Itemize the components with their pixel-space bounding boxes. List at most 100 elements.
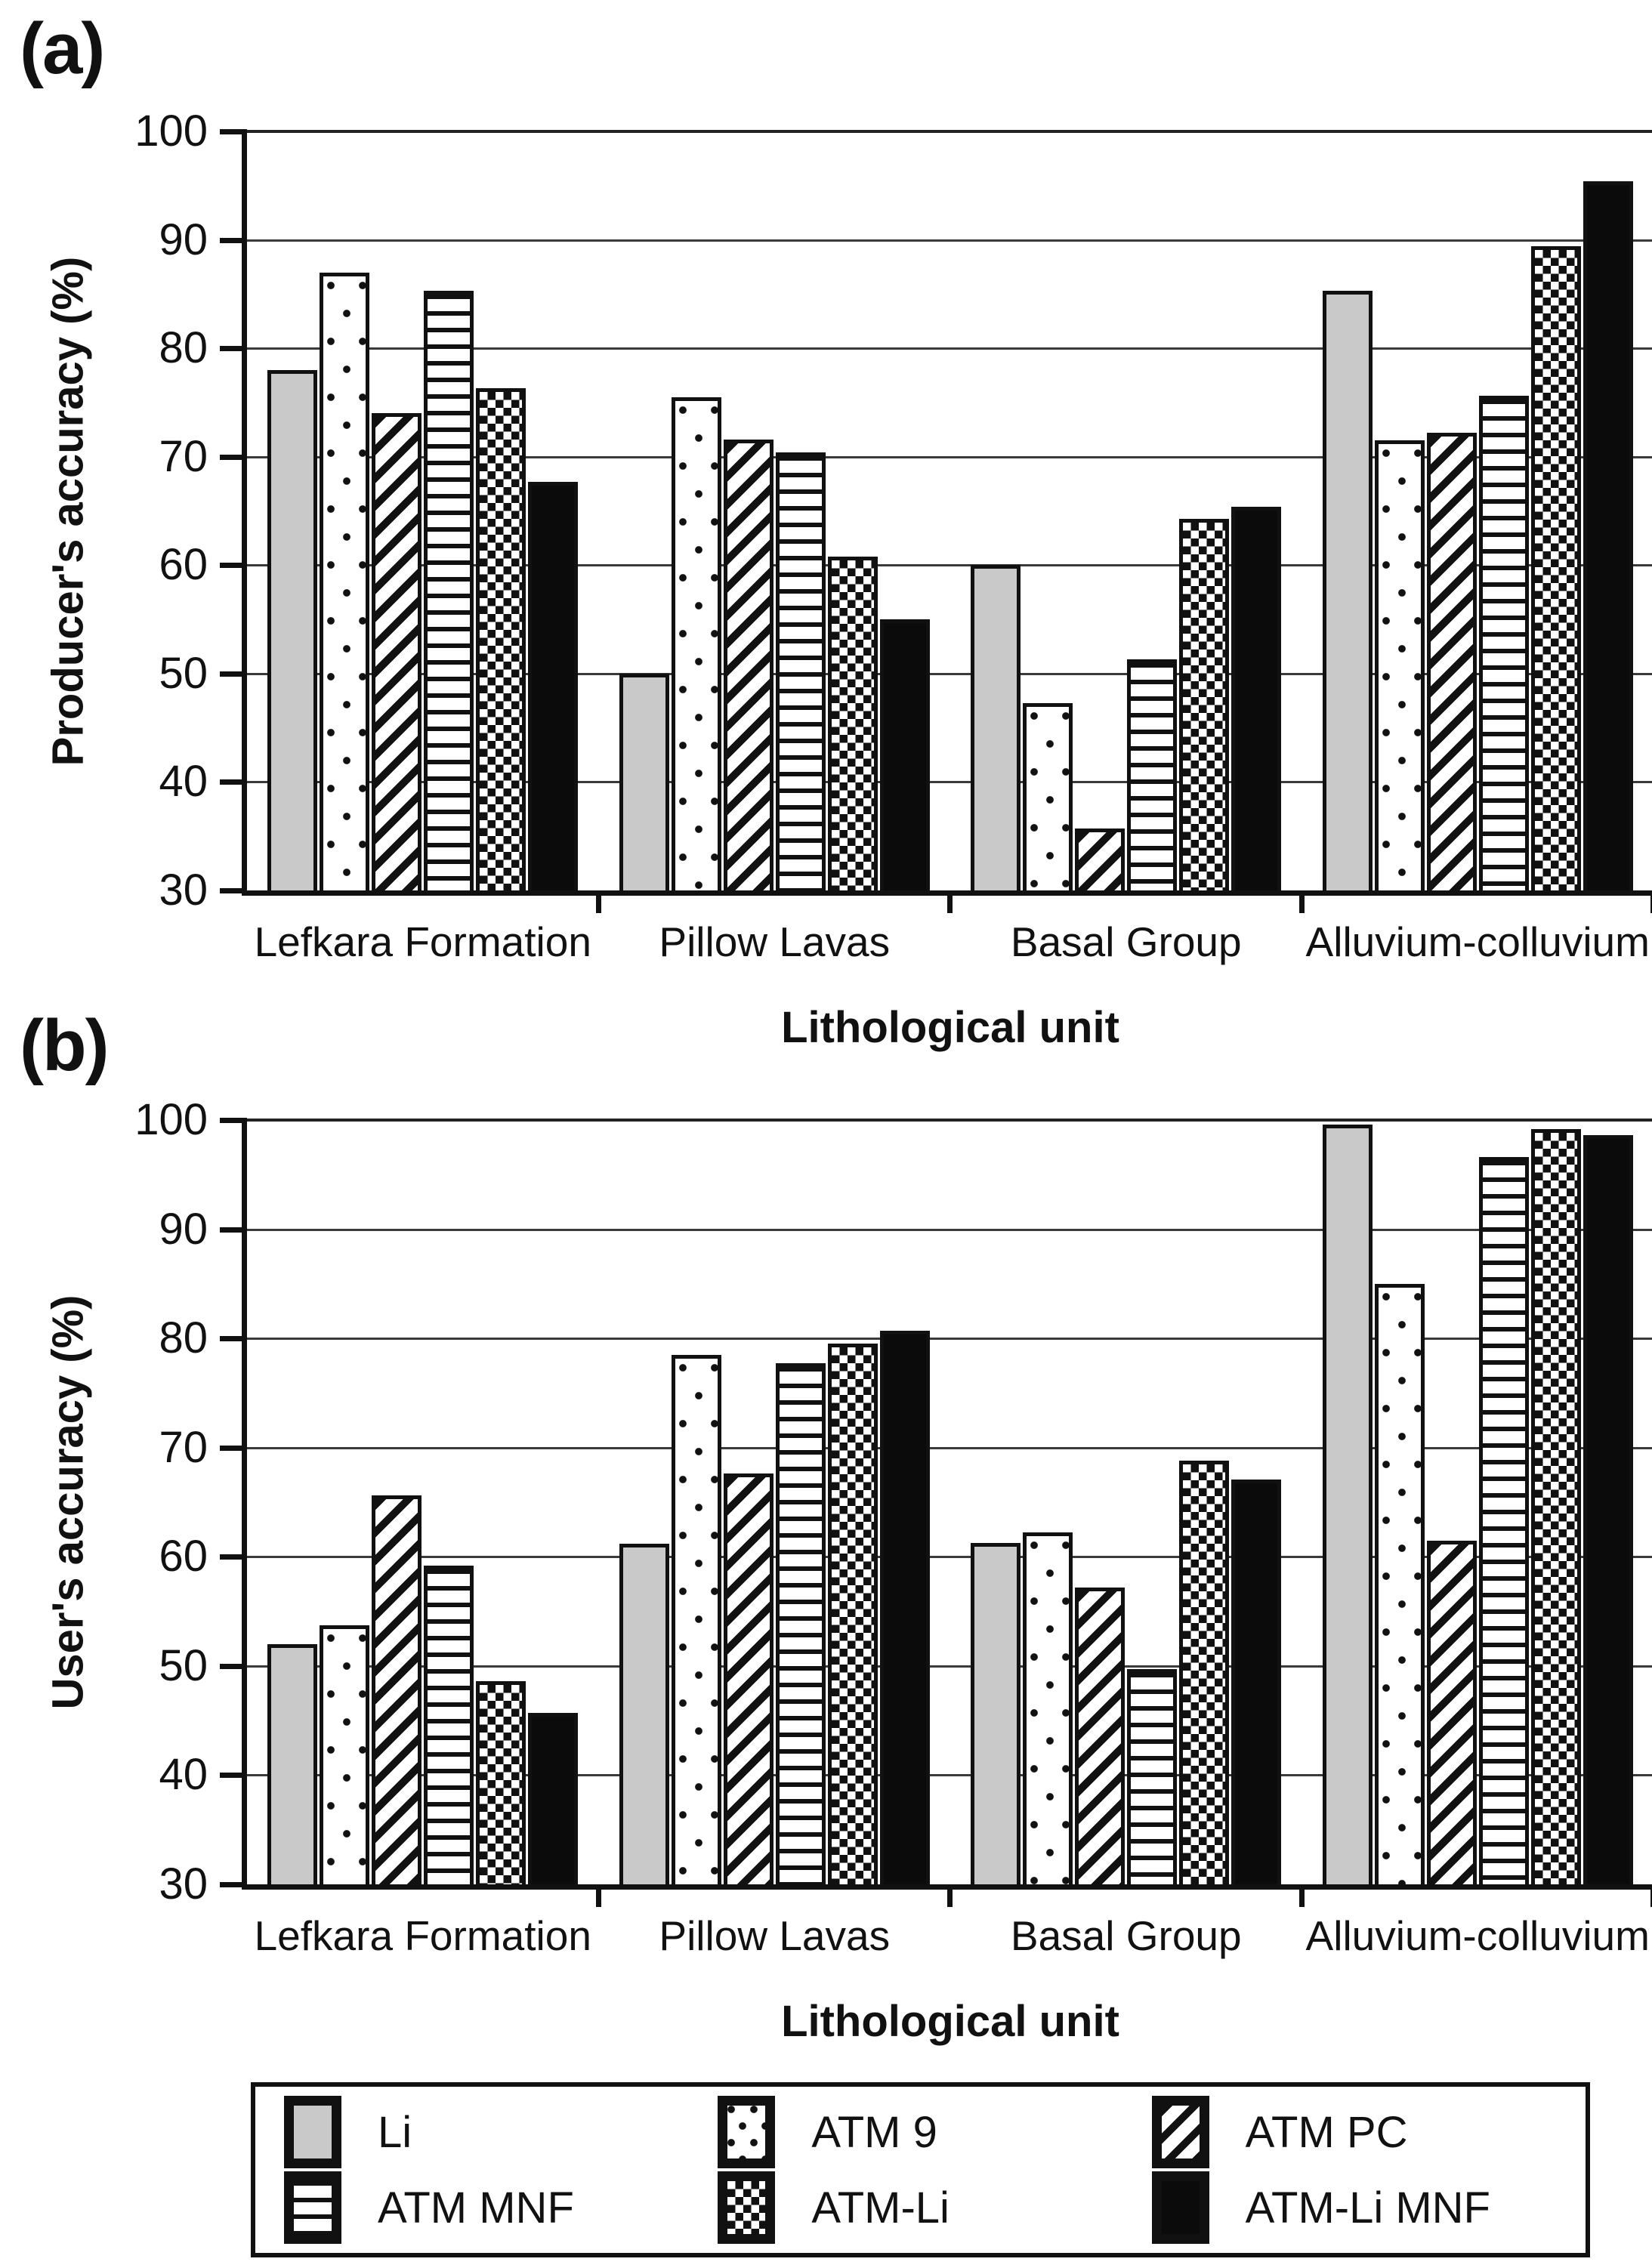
bar-atm-li-pillow-lavas [827,1344,878,1884]
legend-item-atmlimnf: ATM-Li MNF [1151,2171,1586,2244]
y-tick-label-80: 80 [159,323,208,373]
bar-atm-li-mnf-pillow-lavas [879,1331,930,1884]
gridline-100 [247,130,1652,133]
legend-item-atmmnf: ATM MNF [284,2171,718,2244]
x-axis-tick-1 [595,890,601,913]
bar-li-basal-group [971,565,1021,890]
bar-atm-pc-alluvium-colluvium [1426,433,1477,890]
bar-atm-9-basal-group [1023,702,1073,890]
gridline-40 [247,1774,1652,1777]
atm-li-mnf-swatch-icon [1151,2171,1209,2244]
x-axis-tick-3 [1298,1884,1305,1907]
bar-li-basal-group [971,1542,1021,1884]
y-tick-label-40: 40 [159,757,208,807]
bar-li-pillow-lavas [619,673,669,890]
x-tick-label-lefkara-formation: Lefkara Formation [254,1912,591,1959]
bar-atm-li-pillow-lavas [827,556,878,890]
y-tick-label-50: 50 [159,1640,208,1690]
atm-mnf-swatch-icon [284,2171,341,2244]
y-axis-tick-30 [220,888,247,893]
legend-label-li: Li [378,2107,412,2157]
legend-label-atmli: ATM-Li [811,2183,950,2233]
atm-pc-swatch-icon [1151,2096,1209,2168]
gridline-90 [247,239,1652,242]
legend-label-atmmnf: ATM MNF [378,2183,574,2233]
y-axis-tick-100 [220,1118,247,1123]
bar-atm-9-pillow-lavas [671,1354,721,1884]
bar-atm-mnf-basal-group [1127,1669,1178,1884]
bar-group-basal-group [950,131,1302,890]
bar-atm-li-mnf-alluvium-colluvium [1583,181,1633,890]
bar-atm-pc-pillow-lavas [723,439,774,890]
bar-atm-li-alluvium-colluvium [1530,1128,1581,1884]
y-axis-tick-100 [220,129,247,134]
bar-li-alluvium-colluvium [1322,1124,1373,1884]
bar-atm-9-alluvium-colluvium [1374,440,1425,890]
bar-atm-li-mnf-alluvium-colluvium [1583,1135,1633,1884]
x-tick-label-pillow-lavas: Pillow Lavas [659,1912,891,1959]
bar-atm-li-mnf-lefkara-formation [528,481,579,890]
bar-atm-li-alluvium-colluvium [1530,246,1581,890]
y-axis-tick-60 [220,563,247,569]
x-tick-label-alluvium-colluvium: Alluvium-colluvium [1305,1912,1650,1959]
bar-group-lefkara-formation [247,131,599,890]
bar-atm-mnf-pillow-lavas [775,452,826,890]
y-tick-label-80: 80 [159,1313,208,1363]
legend-label-atm9: ATM 9 [811,2107,937,2157]
panel-b-y-axis-title: User's accuracy (%) [43,1294,93,1710]
bar-atm-mnf-lefkara-formation [424,291,474,890]
bar-atm-9-alluvium-colluvium [1374,1283,1425,1884]
bar-group-alluvium-colluvium [1302,131,1652,890]
panel-b-label: (b) [20,1005,110,1086]
gridline-70 [247,455,1652,458]
bar-atm-9-lefkara-formation [320,1625,370,1884]
y-axis-tick-50 [220,671,247,677]
bar-group-pillow-lavas [599,131,951,890]
bar-atm-li-mnf-basal-group [1231,506,1282,890]
bar-atm-pc-basal-group [1075,829,1126,890]
bar-atm-mnf-alluvium-colluvium [1478,1157,1529,1884]
bar-atm-9-pillow-lavas [671,397,721,890]
legend-item-atm9: ATM 9 [718,2096,1151,2168]
bar-li-lefkara-formation [267,1643,318,1884]
x-tick-label-pillow-lavas: Pillow Lavas [659,918,891,965]
bar-atm-pc-pillow-lavas [723,1473,774,1884]
bar-atm-pc-basal-group [1075,1587,1126,1884]
gridline-90 [247,1228,1652,1231]
gridline-60 [247,564,1652,567]
y-tick-label-30: 30 [159,866,208,915]
gridline-70 [247,1446,1652,1449]
x-axis-tick-3 [1298,890,1305,913]
bar-atm-li-mnf-basal-group [1231,1479,1282,1884]
x-axis-tick-4 [1650,890,1652,913]
gridline-40 [247,781,1652,784]
bar-li-alluvium-colluvium [1322,291,1373,890]
panel-b-x-axis-title: Lithological unit [781,1997,1119,2046]
x-tick-label-alluvium-colluvium: Alluvium-colluvium [1305,918,1650,965]
atm-li-swatch-icon [718,2171,776,2244]
y-axis-tick-60 [220,1554,247,1560]
bar-atm-mnf-basal-group [1127,659,1178,890]
bar-atm-mnf-pillow-lavas [775,1363,826,1884]
bar-atm-li-lefkara-formation [476,1681,526,1884]
bar-group-alluvium-colluvium [1302,1120,1652,1884]
y-axis-tick-50 [220,1663,247,1669]
x-tick-label-basal-group: Basal Group [1010,918,1242,965]
x-axis-tick-2 [947,1884,953,1907]
y-tick-label-70: 70 [159,431,208,481]
legend-item-atmpc: ATM PC [1151,2096,1586,2168]
panel-a-x-axis-title: Lithological unit [781,1003,1119,1052]
bar-atm-li-mnf-pillow-lavas [879,619,930,890]
y-tick-label-70: 70 [159,1422,208,1472]
y-axis-tick-40 [220,1773,247,1779]
bar-li-pillow-lavas [619,1543,669,1884]
y-axis-tick-90 [220,1227,247,1233]
y-tick-label-90: 90 [159,214,208,264]
gridline-100 [247,1119,1652,1122]
x-tick-label-lefkara-formation: Lefkara Formation [254,918,591,965]
bar-atm-li-lefkara-formation [476,388,526,890]
bar-atm-9-lefkara-formation [320,272,370,890]
atm9-swatch-icon [718,2096,776,2168]
gridline-80 [247,1338,1652,1341]
gridline-50 [247,1665,1652,1668]
